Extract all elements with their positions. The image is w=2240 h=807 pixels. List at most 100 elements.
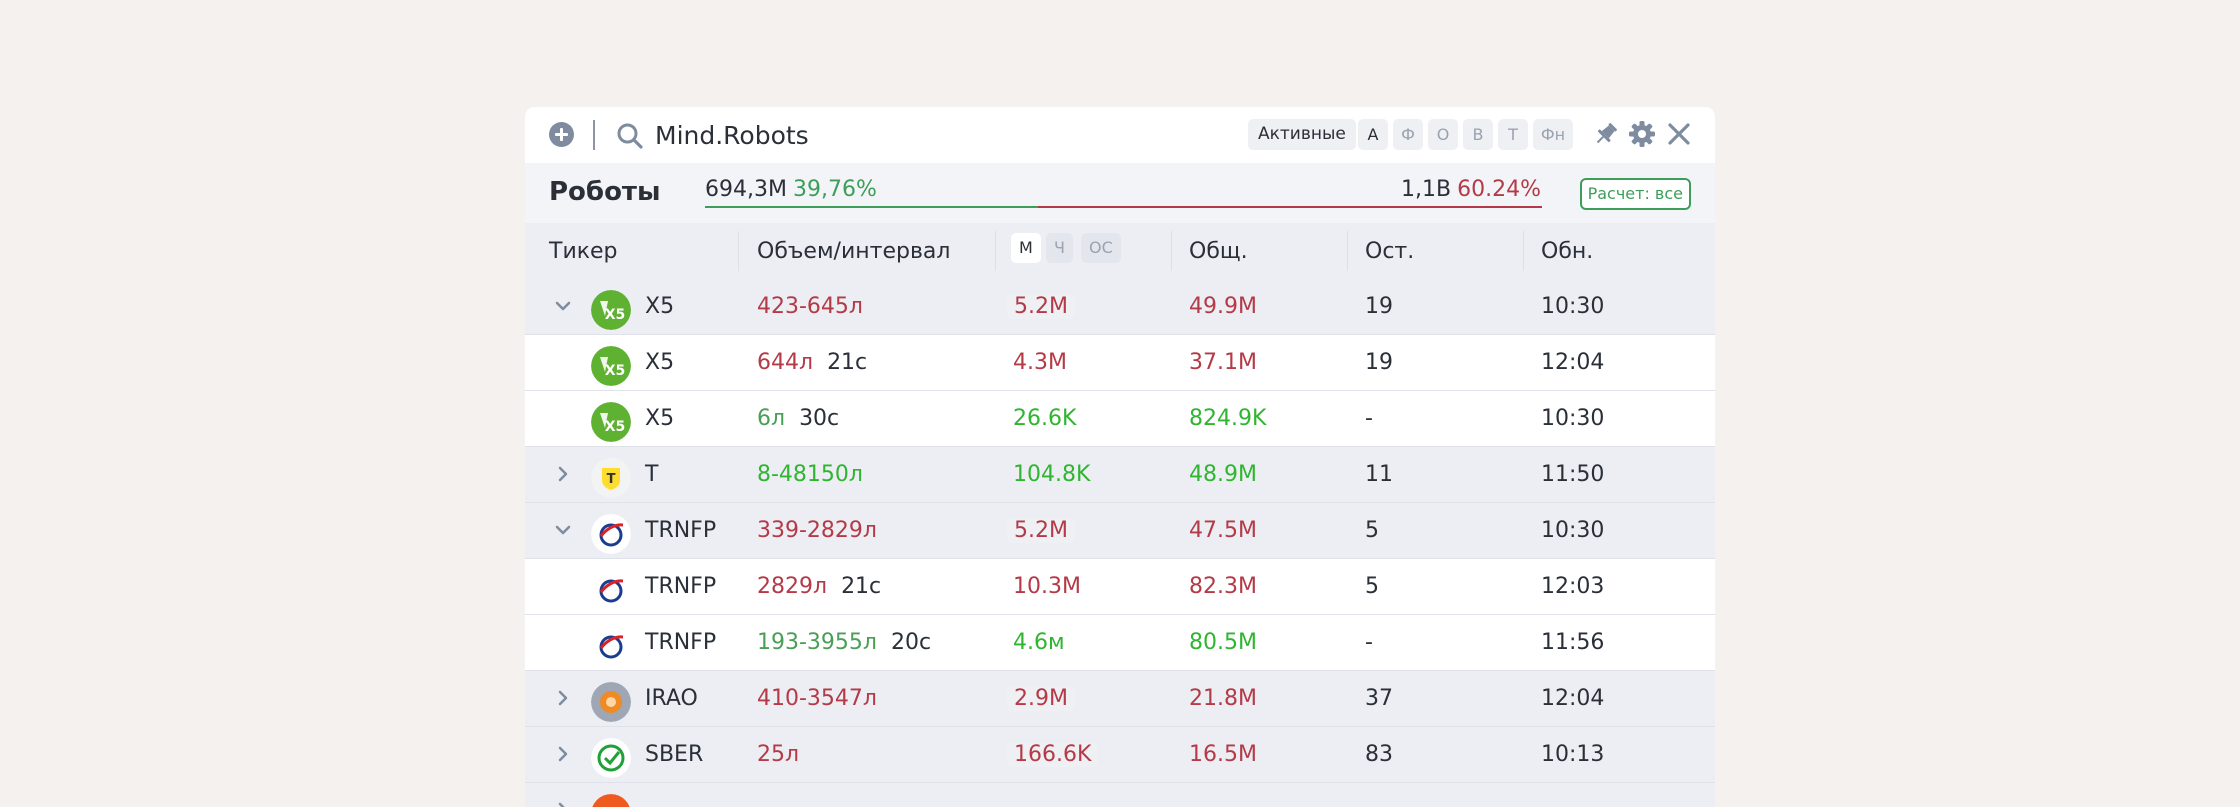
table-row-group[interactable]: SBER 25л 166.6K 16.5M 83 10:13 (525, 727, 1715, 783)
rate-value: 10.3M (1013, 574, 1081, 599)
svg-text:T: T (607, 472, 616, 487)
mode-chip-ch[interactable]: Ч (1046, 233, 1073, 263)
volume-range: 423-645л (757, 294, 863, 319)
volume-value: 25л (757, 742, 799, 767)
rate-value: 26.6K (1013, 406, 1077, 431)
table-row[interactable]: TRNFP 2829л 21с 10.3M 82.3M 5 12:03 (525, 559, 1715, 615)
x5-logo-icon: X5 (591, 346, 631, 386)
sell-share-bar (1037, 206, 1542, 208)
total-value: 82.3M (1189, 574, 1257, 599)
mode-chip-os[interactable]: ОС (1081, 233, 1121, 263)
column-updated[interactable]: Обн. (1541, 239, 1594, 264)
sell-volume-percent: 60.24% (1457, 177, 1541, 202)
total-value: 37.1M (1189, 350, 1257, 375)
filter-chip-a[interactable]: А (1358, 119, 1388, 150)
chevron-right-icon[interactable] (553, 464, 573, 484)
column-divider (1347, 231, 1348, 271)
volume-range: 339-2829л (757, 518, 877, 543)
x5-logo-icon: X5 (591, 290, 631, 330)
sell-volume: 1,1В 60.24% (1401, 177, 1541, 202)
summary-bar: Роботы 694,3М 39,76% 1,1В 60.24% Расчет: в… (525, 163, 1715, 223)
remaining-value: 5 (1365, 574, 1379, 599)
column-divider (738, 231, 739, 271)
calc-mode-button[interactable]: Расчет: все (1579, 178, 1691, 210)
remaining-value: 19 (1365, 294, 1393, 319)
buy-volume-percent: 39,76% (792, 177, 877, 202)
updated-time: 11:50 (1541, 462, 1605, 487)
rate-value: 5.2M (1007, 294, 1075, 319)
total-value: 16.5M (1189, 742, 1257, 767)
column-volume[interactable]: Объем/интервал (757, 239, 951, 264)
buy-share-bar (705, 206, 1038, 208)
ticker-label: T (645, 462, 659, 487)
ticker-label: SBER (645, 742, 704, 767)
table-row-group[interactable]: IRAO 410-3547л 2.9M 21.8M 37 12:04 (525, 671, 1715, 727)
ticker-label: IRAO (645, 686, 698, 711)
svg-text:X5: X5 (605, 363, 626, 379)
rate-value: 2.9M (1007, 686, 1075, 711)
column-divider (1171, 231, 1172, 271)
chevron-right-icon[interactable] (553, 744, 573, 764)
orange-logo-icon (591, 794, 631, 807)
filter-chip-v[interactable]: В (1463, 119, 1493, 150)
ticker-label: TRNFP (645, 630, 717, 655)
svg-text:X5: X5 (605, 307, 626, 323)
section-title: Роботы (549, 177, 661, 207)
gear-icon[interactable] (1627, 119, 1657, 149)
rate-value: 166.6K (1007, 742, 1099, 767)
table-row[interactable]: X5 X5 6л 30с 26.6K 824.9K - 10:30 (525, 391, 1715, 447)
mode-chip-m[interactable]: М (1011, 233, 1041, 263)
pin-icon[interactable] (1591, 119, 1621, 149)
remaining-value: - (1365, 406, 1373, 431)
chevron-down-icon[interactable] (553, 296, 573, 316)
svg-text:X5: X5 (605, 419, 626, 435)
updated-time: 11:56 (1541, 630, 1605, 655)
column-remaining[interactable]: Ост. (1365, 239, 1415, 264)
ticker-label: X5 (645, 350, 675, 375)
robots-panel: Активные А Ф О В Т Фн (525, 107, 1715, 807)
ticker-label: X5 (645, 406, 675, 431)
chevron-right-icon[interactable] (553, 688, 573, 708)
volume-value: 423-645л (757, 294, 863, 319)
column-ticker[interactable]: Тикер (549, 239, 618, 264)
search-input[interactable] (655, 116, 1215, 154)
filter-chip-t[interactable]: Т (1498, 119, 1528, 150)
volume-value: 410-3547л (757, 686, 877, 711)
search-icon (617, 123, 643, 149)
close-icon[interactable] (1664, 119, 1694, 149)
rate-value: 5.2M (1007, 518, 1075, 543)
ticker-label: X5 (645, 294, 675, 319)
t-logo-icon: T (591, 458, 631, 498)
volume-value: 193-3955л 20с (757, 630, 931, 655)
trnfp-logo-icon (591, 626, 631, 666)
updated-time: 12:04 (1541, 686, 1605, 711)
table-row-group[interactable]: X5 X5 423-645л 5.2M 49.9M 19 10:30 (525, 279, 1715, 335)
chevron-down-icon[interactable] (553, 520, 573, 540)
add-icon[interactable] (549, 122, 574, 147)
interval-value: 21с (841, 574, 882, 599)
updated-time: 10:30 (1541, 294, 1605, 319)
status-filter-button[interactable]: Активные (1248, 119, 1356, 150)
column-divider (1523, 231, 1524, 271)
sell-volume-value: 1,1В (1401, 177, 1452, 202)
table-row-group[interactable]: T T 8-48150л 104.8K 48.9M 11 11:50 (525, 447, 1715, 503)
table-row[interactable]: X5 X5 644л 21с 4.3M 37.1M 19 12:04 (525, 335, 1715, 391)
filter-chip-fn[interactable]: Фн (1533, 119, 1573, 150)
volume-value: 2829л 21с (757, 574, 881, 599)
filter-chip-o[interactable]: О (1428, 119, 1458, 150)
remaining-value: 83 (1365, 742, 1393, 767)
updated-time: 10:30 (1541, 406, 1605, 431)
interval-value: 21с (827, 350, 868, 375)
buy-sell-ratio-bar (705, 206, 1542, 208)
chevron-right-icon[interactable] (553, 800, 573, 807)
rate-value: 4.6м (1013, 630, 1065, 655)
column-total[interactable]: Общ. (1189, 239, 1248, 264)
filter-chip-f[interactable]: Ф (1393, 119, 1423, 150)
table-row-group[interactable]: TRNFP 339-2829л 5.2M 47.5M 5 10:30 (525, 503, 1715, 559)
table-row[interactable]: TRNFP 193-3955л 20с 4.6м 80.5M - 11:56 (525, 615, 1715, 671)
trnfp-logo-icon (591, 514, 631, 554)
rate-value: 4.3M (1013, 350, 1067, 375)
table-row-group[interactable] (525, 783, 1715, 807)
volume-range: 410-3547л (757, 686, 877, 711)
top-toolbar: Активные А Ф О В Т Фн (525, 107, 1715, 163)
